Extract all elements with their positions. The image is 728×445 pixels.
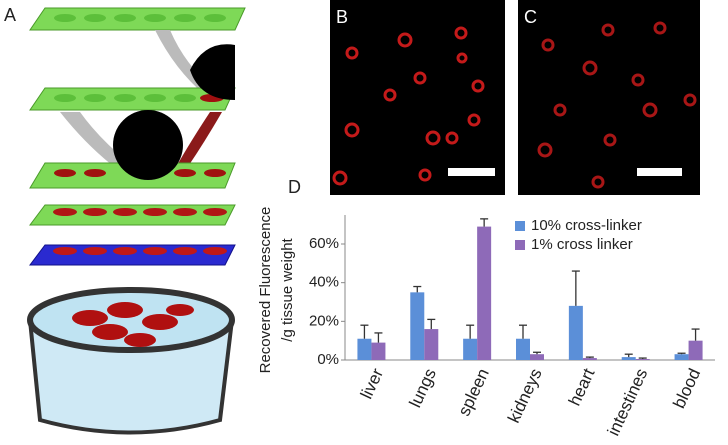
micrograph-b [330, 0, 505, 195]
panel-label: A [4, 5, 16, 25]
bar [371, 342, 386, 360]
cells-b [332, 26, 485, 186]
bar [688, 340, 703, 360]
panel-label: B [336, 7, 348, 27]
y-axis-label: /g tissue weight [279, 237, 296, 341]
panel-label: C [524, 7, 537, 27]
bar [568, 305, 583, 360]
x-tick-label: lungs [406, 366, 440, 411]
y-tick-label: 60% [309, 235, 339, 252]
panel-a-illustration [27, 7, 246, 435]
legend-swatch [515, 240, 525, 250]
bar [424, 329, 439, 360]
legend-swatch [515, 221, 525, 231]
y-axis-label: Recovered Fluorescence [257, 207, 274, 374]
bar [621, 357, 636, 360]
y-tick-label: 20% [309, 312, 339, 329]
cells-c [537, 21, 697, 189]
scale-bar [448, 168, 495, 176]
bar [530, 354, 544, 360]
x-tick-label: heart [565, 365, 599, 408]
micrograph-c [518, 0, 700, 195]
bar [635, 359, 650, 360]
x-tick-label: spleen [454, 366, 492, 419]
scale-bar [637, 168, 682, 176]
bar [582, 358, 597, 360]
x-tick-label: liver [357, 365, 388, 402]
panel-label: D [288, 177, 301, 197]
legend-label: 1% cross linker [531, 236, 633, 253]
bar [516, 338, 530, 360]
x-tick-label: kidneys [504, 366, 546, 426]
bar [410, 292, 425, 360]
y-tick-label: 0% [317, 351, 339, 368]
legend-label: 10% cross-linker [531, 217, 642, 234]
y-tick-label: 40% [309, 274, 339, 291]
x-tick-label: blood [669, 366, 704, 412]
bar [357, 338, 372, 360]
bar [674, 354, 689, 360]
bar [463, 338, 478, 360]
x-tick-label: intestines [604, 366, 652, 439]
bar [477, 226, 492, 360]
